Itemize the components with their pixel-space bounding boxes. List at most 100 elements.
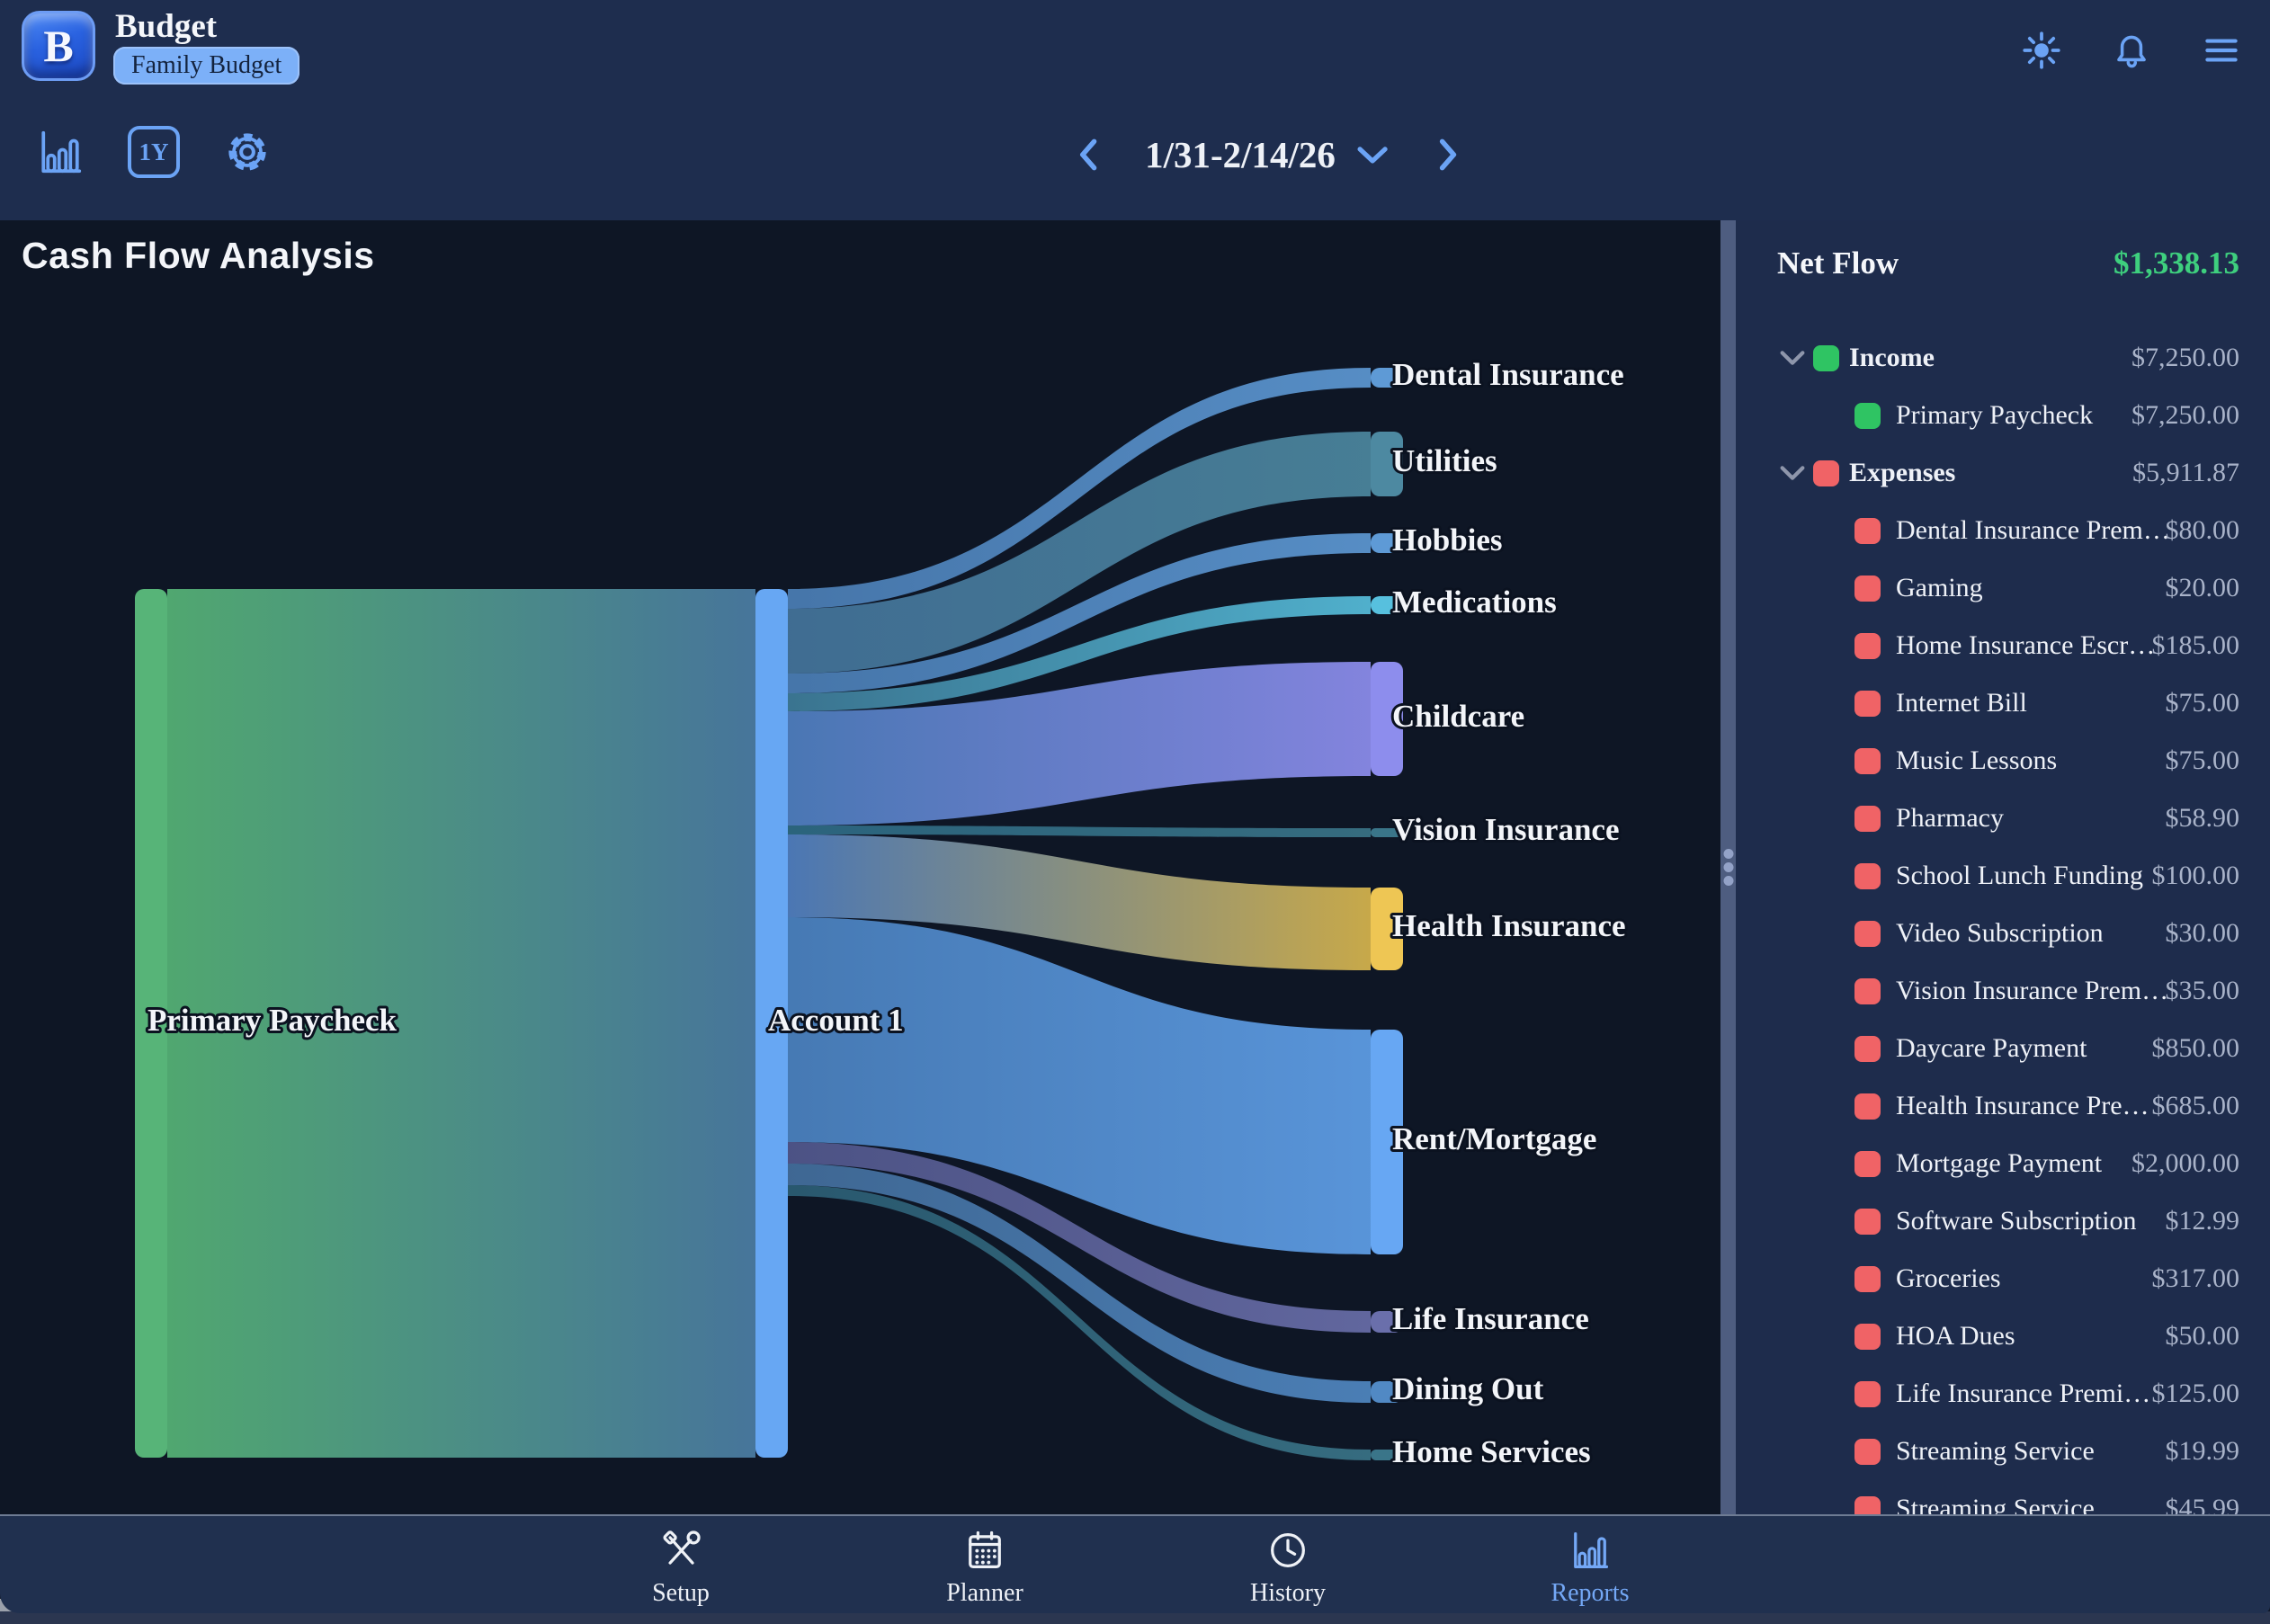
item-amount: $850.00 [2151, 1033, 2240, 1063]
category-color-swatch [1854, 1093, 1881, 1120]
chevron-left-icon [1080, 138, 1097, 171]
category-color-swatch [1854, 402, 1881, 429]
drag-handle-dot [1723, 876, 1733, 886]
sankey-node-label-primary-paycheck: Primary Paycheck [147, 1003, 398, 1038]
item-label: Health Insurance Pre… [1896, 1091, 2149, 1120]
nav-label: Setup [652, 1579, 710, 1607]
chevron-down-icon[interactable] [1777, 343, 1808, 373]
item-label: Gaming [1896, 573, 1983, 602]
sankey-node-primary-paycheck[interactable] [135, 589, 167, 1458]
settings-button[interactable] [219, 124, 275, 180]
sidebar-item-row[interactable]: Internet Bill $75.00 [1736, 674, 2270, 732]
tools-icon [657, 1521, 704, 1574]
sankey-link-account-to-hobbies[interactable] [788, 533, 1371, 693]
sankey-link-account-to-childcare[interactable] [788, 662, 1371, 825]
sankey-node-childcare[interactable] [1371, 662, 1403, 776]
chevron-down-icon[interactable] [1777, 458, 1808, 488]
nav-item-history[interactable]: History [1189, 1521, 1387, 1611]
sidebar-item-row[interactable]: Pharmacy $58.90 [1736, 790, 2270, 847]
sankey-link-account-to-dental[interactable] [788, 368, 1371, 609]
nav-item-reports[interactable]: Reports [1491, 1521, 1689, 1611]
item-label: Home Insurance Escr… [1896, 630, 2156, 660]
sidebar-item-row[interactable]: Streaming Service $19.99 [1736, 1423, 2270, 1480]
app-logo[interactable]: B [22, 11, 95, 81]
chart-type-button[interactable] [32, 124, 88, 180]
category-color-swatch [1854, 862, 1881, 889]
category-color-swatch [1854, 747, 1881, 774]
sankey-link-account-to-life[interactable] [788, 1142, 1371, 1333]
item-label: Groceries [1896, 1263, 2001, 1293]
sankey-node-home-services[interactable] [1371, 1450, 1403, 1460]
sidebar-item-row[interactable]: Daycare Payment $850.00 [1736, 1020, 2270, 1077]
sankey-node-label-health-insurance: Health Insurance [1392, 908, 1626, 943]
item-label: Pharmacy [1896, 803, 2004, 833]
sankey-link-account-to-vision[interactable] [788, 825, 1371, 837]
app-title: Budget [115, 8, 218, 45]
item-amount: $80.00 [2165, 515, 2240, 545]
sidebar-item-row[interactable]: Streaming Service $45.99 [1736, 1480, 2270, 1514]
bar-chart-icon [1567, 1521, 1613, 1574]
theme-sun-icon[interactable] [2018, 27, 2065, 74]
date-range-selector[interactable]: 1/31-2/14/26 [1145, 133, 1391, 176]
sidebar-item-row[interactable]: Home Insurance Escr… $185.00 [1736, 617, 2270, 674]
item-amount: $35.00 [2165, 976, 2240, 1005]
sidebar-group-row-expenses[interactable]: Expenses $5,911.87 [1736, 444, 2270, 502]
sankey-node-rent-mortgage[interactable] [1371, 1030, 1403, 1254]
menu-icon[interactable] [2198, 27, 2245, 74]
drag-handle-dot [1723, 849, 1733, 859]
sankey-node-label-hobbies: Hobbies [1392, 522, 1503, 558]
category-color-swatch [1813, 460, 1839, 486]
sidebar-item-row[interactable]: Music Lessons $75.00 [1736, 732, 2270, 790]
sankey-node-vision-insurance[interactable] [1371, 828, 1403, 837]
sidebar-item-row[interactable]: School Lunch Funding $100.00 [1736, 847, 2270, 905]
chevron-down-icon [1357, 147, 1388, 164]
sankey-node-hobbies[interactable] [1371, 533, 1403, 553]
sidebar-item-row[interactable]: Dental Insurance Prem… $80.00 [1736, 502, 2270, 559]
item-label: Daycare Payment [1896, 1033, 2087, 1063]
sidebar-item-row[interactable]: Vision Insurance Prem… $35.00 [1736, 962, 2270, 1020]
sidebar-item-row[interactable]: Video Subscription $30.00 [1736, 905, 2270, 962]
item-label: School Lunch Funding [1896, 861, 2143, 890]
sidebar-item-row[interactable]: Software Subscription $12.99 [1736, 1192, 2270, 1250]
item-label: Mortgage Payment [1896, 1148, 2103, 1178]
prev-period-button[interactable] [1066, 131, 1113, 178]
sankey-link-account-to-utilities[interactable] [788, 432, 1371, 674]
sankey-node-utilities[interactable] [1371, 432, 1403, 496]
sankey-node-account-1[interactable] [755, 589, 788, 1458]
sankey-node-medications[interactable] [1371, 596, 1403, 614]
sidebar-item-row[interactable]: Gaming $20.00 [1736, 559, 2270, 617]
panel-resize-handle[interactable] [1720, 220, 1736, 1514]
sidebar-item-row[interactable]: Groceries $317.00 [1736, 1250, 2270, 1307]
sankey-link-account-to-medications[interactable] [788, 596, 1371, 711]
category-color-swatch [1854, 690, 1881, 717]
group-amount: $5,911.87 [2132, 458, 2239, 487]
nav-item-setup[interactable]: Setup [582, 1521, 780, 1611]
sankey-node-health-insurance[interactable] [1371, 888, 1403, 970]
sankey-node-label-dining-out: Dining Out [1392, 1371, 1544, 1406]
chevron-right-icon [1439, 138, 1456, 171]
sankey-link-paycheck-to-account[interactable] [167, 589, 755, 1458]
sidebar-item-row[interactable]: Mortgage Payment $2,000.00 [1736, 1135, 2270, 1192]
period-selector-button[interactable]: 1Y [128, 126, 180, 178]
budget-name-badge[interactable]: Family Budget [113, 47, 300, 85]
next-period-button[interactable] [1424, 131, 1470, 178]
sankey-node-life-insurance[interactable] [1371, 1311, 1403, 1333]
notifications-bell-icon[interactable] [2108, 27, 2155, 74]
category-color-swatch [1854, 1265, 1881, 1292]
sidebar-item-row[interactable]: Life Insurance Premi… $125.00 [1736, 1365, 2270, 1423]
sankey-link-account-to-dining[interactable] [788, 1164, 1371, 1403]
nav-label: Reports [1551, 1579, 1630, 1607]
sidebar-item-row[interactable]: HOA Dues $50.00 [1736, 1307, 2270, 1365]
item-label: Dental Insurance Prem… [1896, 515, 2170, 545]
sankey-link-account-to-health[interactable] [788, 834, 1371, 970]
sidebar-item-row[interactable]: Primary Paycheck $7,250.00 [1736, 387, 2270, 444]
sankey-node-dental-insurance[interactable] [1371, 368, 1403, 388]
sidebar-item-row[interactable]: Health Insurance Pre… $685.00 [1736, 1077, 2270, 1135]
sankey-link-account-to-rent[interactable] [788, 917, 1371, 1254]
sidebar-group-row-income[interactable]: Income $7,250.00 [1736, 329, 2270, 387]
sankey-link-account-to-home-services[interactable] [788, 1185, 1371, 1460]
sankey-node-dining-out[interactable] [1371, 1381, 1403, 1403]
nav-item-planner[interactable]: Planner [886, 1521, 1084, 1611]
sankey-node-label-medications: Medications [1392, 584, 1557, 620]
net-flow-value: $1,338.13 [2114, 245, 2239, 281]
